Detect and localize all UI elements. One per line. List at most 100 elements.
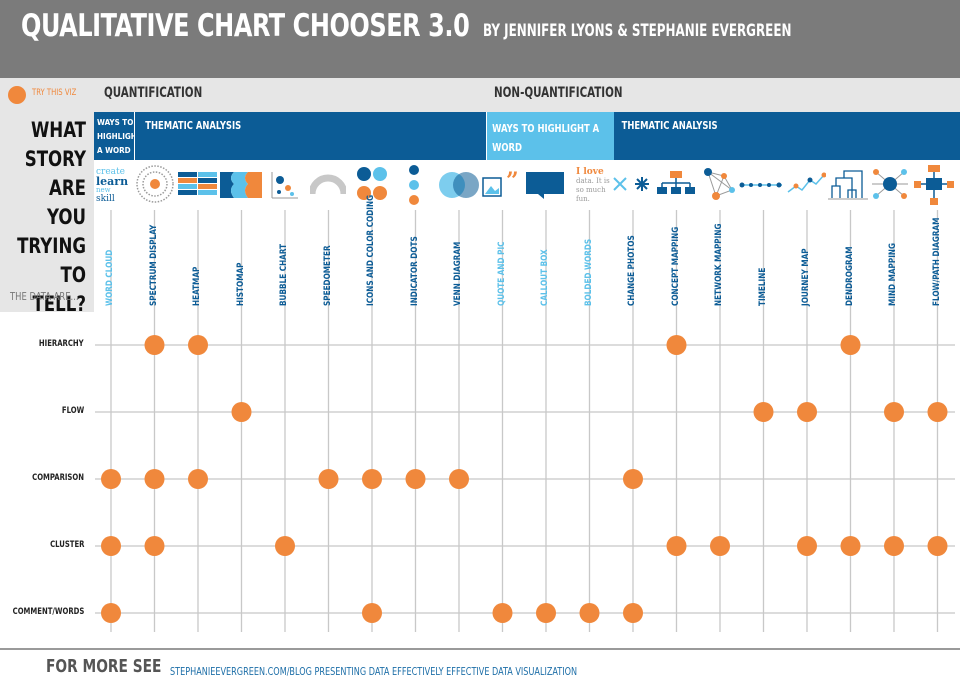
- recommendation-dot: [144, 335, 165, 355]
- footer-divider: [0, 648, 960, 650]
- bolded-word: I love: [576, 167, 604, 177]
- column-label-heatmap: HEATMAP: [192, 266, 202, 306]
- question-line: WHAT: [30, 118, 87, 142]
- svg-text:”: ”: [506, 170, 519, 194]
- column-label-spectrum-display: SPECTRUM DISPLAY: [148, 224, 159, 306]
- dendrogram-icon: [828, 170, 868, 200]
- question-line: STORY: [24, 147, 87, 171]
- recommendation-dot: [884, 536, 904, 556]
- column-label-mind-mapping: MIND MAPPING: [888, 242, 898, 306]
- recommendation-dot: [362, 469, 382, 489]
- legend-label: TRY THIS VIZ: [32, 88, 77, 98]
- column-label-bubble-chart: BUBBLE CHART: [279, 243, 289, 306]
- recommendation-dot: [188, 335, 208, 355]
- flow-path-diagram-icon: [914, 165, 954, 205]
- recommendation-dot: [579, 603, 600, 623]
- icons-and-color-coding-icon: [357, 167, 387, 200]
- spectrum-display-icon: [136, 165, 174, 203]
- chooser-grid: [95, 210, 955, 632]
- recommendation-dot: [840, 335, 861, 355]
- recommendation-dot: [101, 536, 121, 556]
- recommendation-dot: [753, 402, 774, 422]
- column-label-venn-diagram: VENN DIAGRAM: [453, 241, 463, 306]
- recommendation-dot: [318, 469, 339, 489]
- heatmap-icon: [178, 172, 217, 195]
- band-label: A WORD: [97, 146, 131, 155]
- callout-box-icon: [526, 172, 564, 199]
- question-line: TELL?: [32, 292, 86, 316]
- recommendation-dot: [231, 402, 252, 422]
- column-label-concept-mapping: CONCEPT MAPPING: [670, 226, 681, 306]
- legend-dot-icon: [8, 86, 26, 104]
- histomap-icon: [220, 172, 262, 198]
- recommendation-dot: [666, 536, 687, 556]
- quote-and-pic-icon: ”: [482, 170, 519, 197]
- recommendation-dot: [840, 536, 861, 556]
- recommendation-dot: [101, 469, 121, 489]
- word-cloud-word: new: [96, 186, 111, 194]
- column-label-journey-map: JOURNEY MAP: [801, 248, 811, 306]
- recommendation-dot: [623, 469, 643, 489]
- recommendation-dot: [797, 402, 817, 422]
- recommendation-dot: [884, 402, 904, 422]
- column-label-icons-and-color-coding: ICONS AND COLOR CODING: [366, 194, 376, 306]
- recommendation-dot: [492, 603, 513, 623]
- bubble-chart-icon: [271, 172, 298, 199]
- column-label-network-mapping: NETWORK MAPPING: [714, 223, 724, 306]
- column-label-histomap: HISTOMAP: [235, 262, 246, 306]
- band-thematic-analysis-nonquant: THEMATIC ANALYSIS: [614, 112, 960, 160]
- journey-map-icon: [787, 172, 826, 193]
- legend-bar: [0, 78, 960, 112]
- change-photos-icon: [613, 177, 649, 191]
- section-quantification: QUANTIFICATION: [104, 85, 203, 101]
- speedometer-icon: [310, 174, 346, 195]
- band-label: THEMATIC ANALYSIS: [621, 119, 718, 132]
- network-mapping-icon: [704, 168, 735, 200]
- band-label: WORD: [492, 141, 522, 154]
- recommendation-dot: [623, 603, 643, 623]
- recommendation-dot: [405, 469, 426, 489]
- bolded-word: data. It is: [576, 177, 610, 185]
- band-ways-to-highlight-quant: WAYS TO HIGHLIGHT A WORD: [94, 112, 142, 160]
- page-title: QUALITATIVE CHART CHOOSER 3.0: [21, 8, 470, 44]
- header-bar: [0, 0, 960, 78]
- word-cloud-icon: create learn new skill: [96, 168, 132, 204]
- column-label-word-cloud: WORD CLOUD: [105, 249, 115, 306]
- band-label: WAYS TO HIGHLIGHT A: [492, 122, 600, 135]
- word-cloud-word: create: [96, 167, 125, 177]
- column-label-indicator-dots: INDICATOR DOTS: [409, 236, 420, 306]
- column-label-quote-and-pic: QUOTE AND PIC: [496, 241, 507, 306]
- band-thematic-analysis-quant: THEMATIC ANALYSIS: [135, 112, 486, 160]
- band-label: THEMATIC ANALYSIS: [145, 119, 242, 132]
- venn-diagram-icon: [439, 172, 479, 198]
- footer-links[interactable]: STEPHANIEEVERGREEN.COM/BLOG PRESENTING D…: [170, 665, 578, 678]
- bolded-word: fun.: [576, 195, 590, 203]
- column-label-bolded-words: BOLDED WORDS: [583, 238, 594, 306]
- question-line: ARE YOU: [46, 176, 86, 229]
- recommendation-dot: [797, 536, 817, 556]
- question-line: TRYING TO: [17, 234, 86, 287]
- word-cloud-word: skill: [96, 194, 115, 204]
- recommendation-dot: [536, 603, 556, 623]
- word-cloud-word: learn: [96, 175, 129, 188]
- data-are-label: THE DATA ARE...: [10, 290, 79, 303]
- mind-mapping-icon: [872, 169, 908, 199]
- column-label-speedometer: SPEEDOMETER: [322, 245, 333, 306]
- question-panel: [0, 112, 94, 312]
- column-label-flow-path-diagram: FLOW/PATH DIAGRAM: [931, 217, 942, 306]
- recommendation-dot: [927, 402, 948, 422]
- row-label: COMMENT/WORDS: [12, 607, 84, 617]
- row-label: CLUSTER: [49, 540, 84, 550]
- column-label-timeline: TIMELINE: [757, 267, 768, 306]
- footer-more-see: FOR MORE SEE: [46, 656, 162, 677]
- recommendation-dot: [275, 536, 295, 556]
- row-label: FLOW: [61, 406, 84, 416]
- row-label: COMPARISON: [32, 473, 84, 483]
- question-text: WHAT STORY ARE YOU TRYING TO TELL?: [10, 116, 86, 319]
- band-label: HIGHLIGHT: [97, 132, 142, 141]
- concept-mapping-icon: [657, 171, 695, 194]
- indicator-dots-icon: [409, 165, 419, 205]
- byline: BY JENNIFER LYONS & STEPHANIE EVERGREEN: [483, 21, 792, 41]
- timeline-icon: [739, 182, 782, 188]
- recommendation-dot: [666, 335, 687, 355]
